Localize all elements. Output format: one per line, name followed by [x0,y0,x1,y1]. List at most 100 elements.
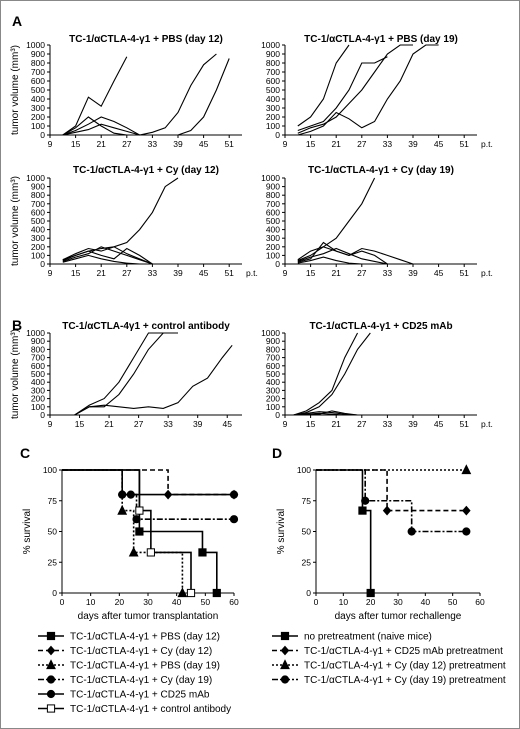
x-tail-label: p.t. [246,268,258,278]
panel-letter-c: C [20,445,30,461]
x-tick-label: 15 [71,139,81,149]
panel-letter-d: D [272,445,282,461]
x-tick-label: 21 [331,139,341,149]
y-tick-label: 200 [266,394,280,404]
y-tick-label: 100 [266,402,280,412]
y-tick-label: 75 [48,496,58,506]
y-tick-label: 600 [266,76,280,86]
series-marker [132,515,141,524]
panel-letter-b: B [12,317,22,333]
chart-title: TC-1/αCTLA-4-γ1 + PBS (day 12) [69,34,223,45]
x-tick-label: 15 [306,268,316,278]
x-tick-label: 39 [173,139,183,149]
legend-marker [280,675,290,684]
y-tick-label: 700 [266,199,280,209]
series-marker [198,548,207,557]
x-tick-label: 20 [366,597,376,607]
y-tick-label: 700 [266,67,280,77]
x-tick-label: 45 [199,139,209,149]
y-tick-label: 400 [266,94,280,104]
x-tick-label: 15 [306,419,316,429]
x-tail-label: p.t. [481,139,493,149]
x-tick-label: 60 [229,597,239,607]
x-tick-label: 9 [283,268,288,278]
y-tick-label: 800 [266,58,280,68]
y-tick-label: 800 [31,190,45,200]
chart-title: TC-1/αCTLA-4-γ1 + Cy (day 19) [308,165,454,176]
y-tick-label: 300 [31,103,45,113]
y-tick-label: 300 [266,385,280,395]
y-tick-label: 100 [266,250,280,260]
y-axis-label: % survival [276,509,287,555]
y-tick-label: 300 [266,103,280,113]
chart-title: TC-1/αCTLA-4-γ1 + CD25 mAb [309,321,452,332]
x-tick-label: 33 [163,419,173,429]
series-line [62,56,128,136]
x-tick-label: 33 [383,419,393,429]
chart-title: TC-1/αCTLA-4-γ1 + PBS (day 19) [304,34,458,45]
y-tick-label: 300 [31,385,45,395]
series-marker [135,527,144,536]
y-tick-label: 400 [31,377,45,387]
series-marker [146,548,155,557]
series-marker [229,490,239,499]
x-tick-label: 21 [331,268,341,278]
series-marker [135,506,144,515]
y-tick-label: 200 [31,242,45,252]
x-tick-label: 9 [48,139,53,149]
y-tick-label: 600 [266,207,280,217]
legend-label: TC-1/αCTLA-4-γ1 + PBS (day 19) [70,661,220,672]
series-line [297,177,376,261]
x-tick-label: 10 [339,597,349,607]
y-tick-label: 200 [31,112,45,122]
legend-label: TC-1/αCTLA-4-γ1 + Cy (day 12) pretreatme… [304,661,506,672]
x-tick-label: 10 [86,597,96,607]
y-tick-label: 1000 [261,328,280,338]
y-tick-label: 1000 [26,173,45,183]
series-line [62,246,153,265]
series-marker [117,504,128,515]
series-marker [229,515,239,524]
x-tick-label: 45 [222,419,232,429]
y-tick-label: 400 [266,377,280,387]
x-tail-label: p.t. [481,419,493,429]
series-marker [361,496,370,505]
x-tick-label: 40 [172,597,182,607]
y-axis-label: tumor volume (mm³) [10,176,21,266]
x-tick-label: 33 [383,139,393,149]
y-tick-label: 600 [31,76,45,86]
x-tick-label: 27 [357,419,367,429]
legend-label: TC-1/αCTLA-4-γ1 + Cy (day 19) [70,675,212,686]
x-tick-label: 33 [148,139,158,149]
series-marker [462,505,471,516]
legend-label: TC-1/αCTLA-4-γ1 + Cy (day 19) pretreatme… [304,675,506,686]
y-tick-label: 500 [266,85,280,95]
legend-marker [46,675,56,684]
x-tick-label: 9 [283,419,288,429]
series-line [297,241,388,265]
series-line [293,332,359,416]
x-tick-label: 45 [199,268,209,278]
series-line [297,56,388,132]
x-tick-label: 51 [459,419,469,429]
x-tick-label: 39 [408,139,418,149]
x-tick-label: 39 [408,268,418,278]
y-tick-label: 0 [52,588,57,598]
legend-label: TC-1/αCTLA-4-γ1 + PBS (day 12) [70,632,220,643]
x-tick-label: 27 [122,268,132,278]
y-tick-label: 1000 [261,40,280,50]
series-marker [186,588,196,598]
x-tick-label: 39 [408,419,418,429]
x-tick-label: 27 [357,268,367,278]
x-tick-label: 21 [96,268,106,278]
y-tick-label: 0 [40,130,45,140]
y-tick-label: 0 [40,410,45,420]
y-axis-label: % survival [22,509,33,555]
x-tick-label: 21 [96,139,106,149]
legend-marker [280,645,290,656]
